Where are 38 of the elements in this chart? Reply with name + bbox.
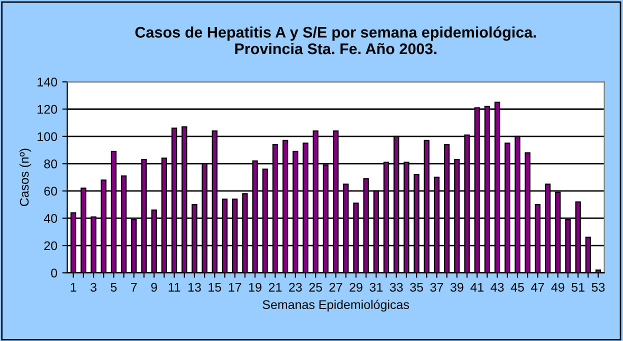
y-tick-label: 0	[51, 268, 58, 278]
x-tick-label: 41	[470, 282, 484, 292]
x-tick-label: 19	[249, 282, 262, 292]
x-tick-label: 29	[350, 282, 362, 292]
x-tick-label: 23	[289, 282, 302, 292]
x-tick-label: 39	[450, 282, 464, 292]
x-tick-label: 7	[131, 282, 137, 292]
x-tick-label: 5	[110, 282, 117, 292]
x-tick-label: 47	[531, 282, 544, 292]
x-tick-label: 9	[151, 282, 157, 292]
x-tick-label: 25	[309, 282, 322, 292]
x-tick-label: 33	[390, 282, 403, 292]
y-tick-label: 100	[38, 132, 58, 142]
x-tick-label: 45	[510, 282, 524, 292]
y-tick-label: 80	[44, 159, 58, 168]
x-axis-title: Semanas Epidemiológicas	[262, 300, 409, 312]
x-tick-label: 15	[208, 282, 222, 292]
x-tick-label: 27	[329, 282, 342, 292]
y-tick-label: 20	[44, 241, 58, 250]
x-tick-label: 1	[70, 282, 76, 292]
x-tick-label: 11	[168, 282, 180, 292]
x-tick-label: 53	[592, 282, 605, 292]
y-tick-label: 60	[44, 186, 58, 196]
y-tick-label: 140	[38, 78, 58, 86]
x-tick-label: 49	[551, 282, 564, 292]
x-tick-label: 3	[90, 282, 96, 292]
x-tick-label: 13	[188, 282, 201, 292]
y-axis-title: Casos (nº)	[20, 148, 32, 206]
y-tick-label: 40	[44, 214, 58, 223]
x-tick-label: 35	[410, 282, 423, 292]
chart-title: Casos de Hepatitis A y S/E por semana epidemiológica. Provincia Sta. Fe. Año 2003.	[135, 26, 536, 54]
y-tick-label: 120	[38, 104, 58, 114]
x-tick-label: 37	[430, 282, 444, 292]
x-tick-label: 51	[572, 282, 584, 292]
x-tick-label: 43	[490, 282, 504, 292]
x-tick-label: 31	[370, 282, 383, 292]
x-tick-label: 21	[268, 282, 282, 292]
x-tick-label: 17	[228, 282, 242, 292]
